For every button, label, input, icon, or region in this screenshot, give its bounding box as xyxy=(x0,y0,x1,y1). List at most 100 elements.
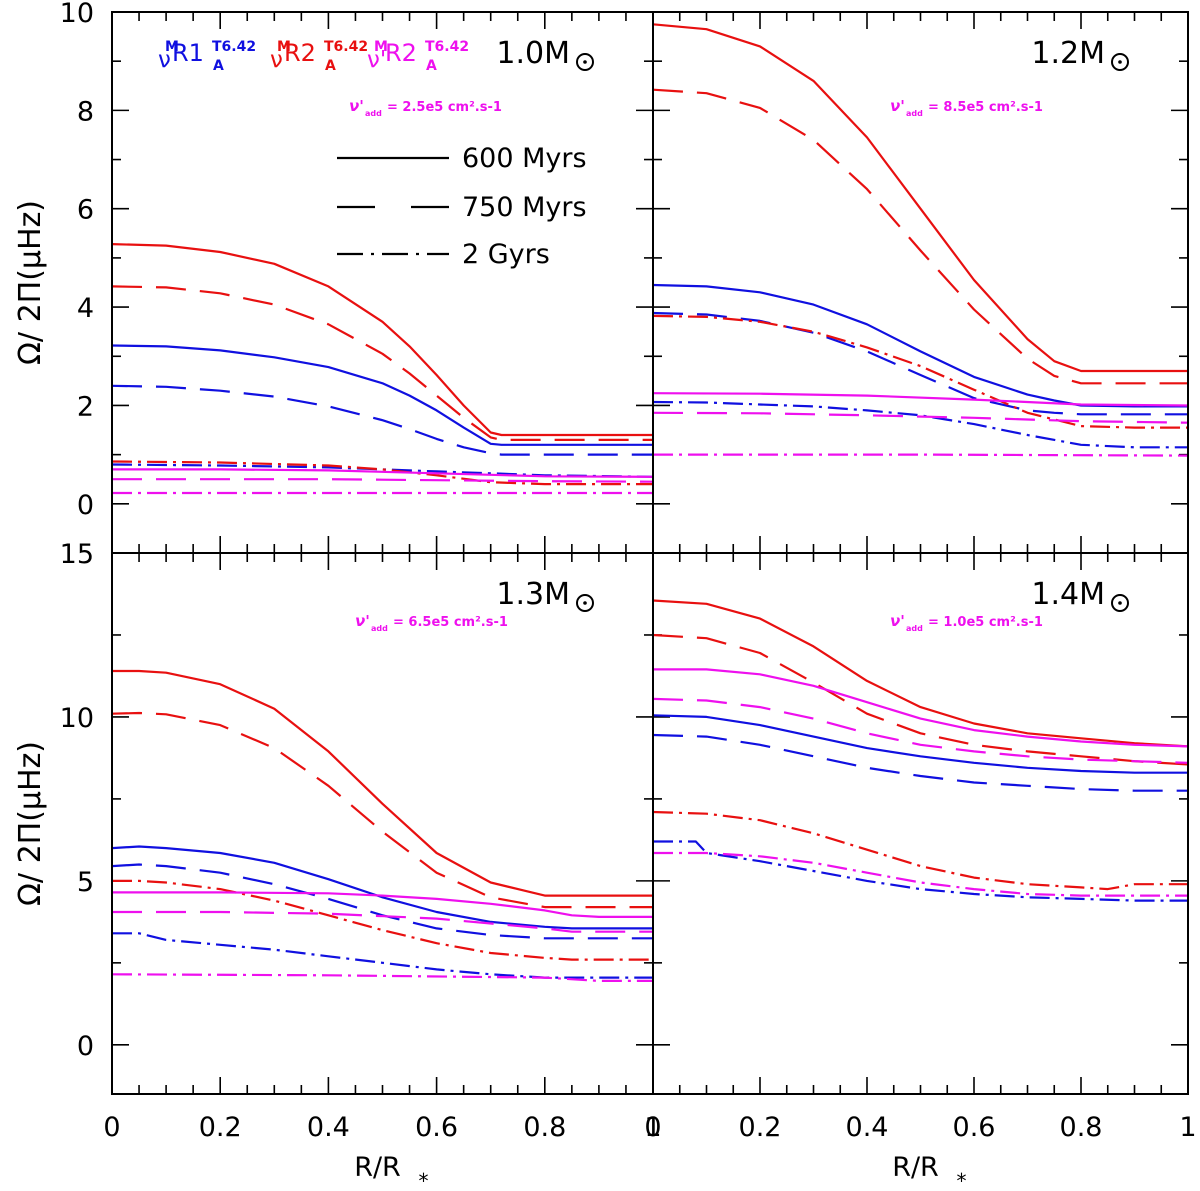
legend-model-presup: M xyxy=(277,39,291,55)
nu-add-subscript: add xyxy=(906,109,923,118)
panel-frame xyxy=(111,552,654,1095)
series-line-r2p-2-gyrs xyxy=(653,453,1189,457)
series-line-r1-750-myrs xyxy=(111,863,653,940)
x-tick-label: 0 xyxy=(103,1112,120,1143)
x-tick-label: 0.2 xyxy=(199,1112,242,1143)
legend-model-prefix: ν' xyxy=(367,47,386,73)
series-line-r2p-2-gyrs xyxy=(653,851,1188,897)
y-tick-label: 10 xyxy=(60,703,94,734)
x-axis-label: R/R xyxy=(354,1152,401,1183)
series-line-r2p-600-myrs xyxy=(653,668,1189,748)
legend-model-subscript: A xyxy=(213,58,224,74)
nu-add-value: = 1.0e5 cm².s-1 xyxy=(928,615,1043,630)
sun-symbol-icon xyxy=(576,594,594,612)
series-line-r2p-750-myrs xyxy=(112,478,654,483)
x-tick-label: 0.6 xyxy=(953,1112,996,1143)
series-line-r2-600-myrs xyxy=(111,243,653,437)
series-line-r2-750-myrs xyxy=(111,711,653,909)
nu-add-subscript: add xyxy=(906,624,923,633)
series-line-r1-600-myrs xyxy=(652,283,1188,408)
series-line-r2-2-gyrs xyxy=(111,460,653,486)
sun-symbol-dot xyxy=(583,601,587,605)
x-tick-label: 1 xyxy=(1179,1112,1196,1143)
series-line-r2-750-myrs xyxy=(652,633,1189,766)
series-line-r1-750-myrs xyxy=(652,311,1188,416)
legend-model-superscript: T6.42 xyxy=(324,39,368,55)
series-line-r1-2-gyrs xyxy=(652,400,1188,449)
series-line-r2-600-myrs xyxy=(652,23,1188,373)
x-axis-label-subscript: * xyxy=(957,1169,967,1191)
legend-age-1: 600 Myrs xyxy=(337,143,587,174)
series-line-r2-600-myrs xyxy=(652,599,1189,748)
series-line-r2-750-myrs xyxy=(111,285,653,441)
series-line-r2p-750-myrs xyxy=(652,411,1189,424)
series-line-r1-750-myrs xyxy=(652,733,1188,792)
series-line-r1-600-myrs xyxy=(111,344,653,446)
series-line-r1-2-gyrs xyxy=(112,932,653,979)
y-tick-label: 6 xyxy=(77,195,94,226)
series-line-r1-600-myrs xyxy=(111,845,653,930)
x-axis-label-subscript: * xyxy=(419,1169,429,1191)
nu-add-symbol: ν' xyxy=(890,612,905,630)
legend-model-name: R2 xyxy=(284,39,316,67)
series-line-r2-750-myrs xyxy=(652,88,1188,385)
x-tick-label: 0.2 xyxy=(739,1112,782,1143)
y-tick-label: 5 xyxy=(77,867,94,898)
y-tick-label: 15 xyxy=(60,539,94,570)
series-line-r1-2-gyrs xyxy=(653,840,1188,902)
legend-model-subscript: A xyxy=(426,58,437,74)
nu-add-subscript: add xyxy=(371,624,388,633)
legend-model-presup: M xyxy=(374,39,388,55)
y-tick-label: 2 xyxy=(77,391,94,422)
series-line-r2-600-myrs xyxy=(112,669,653,897)
nu-add-symbol: ν' xyxy=(890,97,905,115)
legend-model-name: R2 xyxy=(385,39,417,67)
series-line-r2-2-gyrs xyxy=(652,314,1188,429)
series-line-r2p-750-myrs xyxy=(112,910,653,933)
panel-4: 1.4M ν' add = 1.0e5 cm².s-1 xyxy=(652,552,1189,1095)
legend-age-label: 750 Myrs xyxy=(462,192,587,223)
legend-model-presup: M xyxy=(165,39,179,55)
series-line-r2p-750-myrs xyxy=(652,697,1189,764)
sun-symbol-icon xyxy=(576,53,594,71)
mass-label: 1.0M xyxy=(496,36,570,71)
panel-3: 0 5 10 15 1.3M ν' add = 6.5e5 cm².s-1 xyxy=(60,539,654,1095)
legend-age-2: 750 Myrs xyxy=(337,192,587,223)
nu-add-symbol: ν' xyxy=(349,97,364,115)
x-tick-label: 1 xyxy=(644,1112,661,1143)
x-tick-label: 0.8 xyxy=(523,1112,566,1143)
mass-label: 1.3M xyxy=(496,577,570,612)
legend-age-label: 600 Myrs xyxy=(462,143,587,174)
series-line-r2-2-gyrs xyxy=(112,879,653,961)
legend-model-prefix: ν xyxy=(270,47,283,73)
y-axis-label: Ω/ 2Π(μHz) xyxy=(13,200,48,365)
x-tick-label: 0.4 xyxy=(846,1112,889,1143)
nu-add-symbol: ν' xyxy=(355,612,370,630)
legend-model-subscript: A xyxy=(325,58,336,74)
y-axis-label: Ω/ 2Π(μHz) xyxy=(13,741,48,906)
y-tick-label: 8 xyxy=(77,96,94,127)
sun-symbol-dot xyxy=(1118,60,1122,64)
x-tick-label: 0.8 xyxy=(1060,1112,1103,1143)
y-tick-label: 4 xyxy=(77,293,94,324)
y-tick-label: 10 xyxy=(60,0,94,29)
series-line-r2-2-gyrs xyxy=(652,810,1188,891)
series-line-r1-600-myrs xyxy=(652,714,1188,774)
sun-symbol-icon xyxy=(1111,53,1129,71)
nu-add-value: = 6.5e5 cm².s-1 xyxy=(393,615,508,630)
series-line-r2p-600-myrs xyxy=(112,891,653,918)
legend-model-superscript: T6.42 xyxy=(425,39,469,55)
nu-add-value: = 2.5e5 cm².s-1 xyxy=(387,100,502,115)
y-tick-label: 0 xyxy=(77,490,94,521)
y-tick-label: 0 xyxy=(77,1031,94,1062)
series-line-r1-2-gyrs xyxy=(111,463,654,478)
legend-model-3: ν'MR2 T6.42 A xyxy=(367,39,469,74)
panel-2: 1.2M ν' add = 8.5e5 cm².s-1 xyxy=(652,11,1189,554)
x-tick-label: 0 xyxy=(644,1112,661,1143)
legend-age-label: 2 Gyrs xyxy=(462,239,550,270)
panel-frame xyxy=(652,552,1189,1095)
mass-label: 1.2M xyxy=(1031,36,1105,71)
